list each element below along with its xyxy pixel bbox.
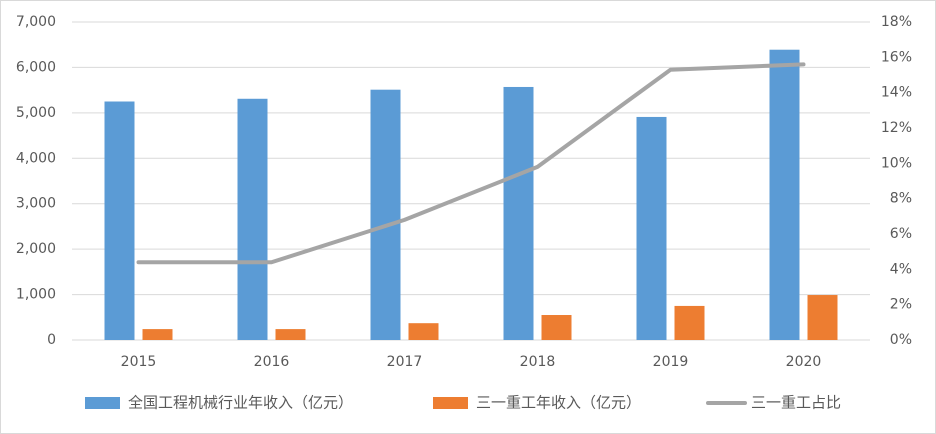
bar [769,49,800,341]
y2-tick-label: 4% [890,261,912,277]
y2-tick-label: 8% [890,191,912,207]
bar [275,329,306,340]
bar [237,98,268,340]
bar [807,295,838,340]
y-tick-label: 4,000 [16,150,56,166]
y2-tick-label: 14% [881,85,912,101]
y2-tick-label: 0% [890,332,912,348]
y2-tick-label: 18% [881,14,912,30]
y2-tick-label: 10% [881,155,912,171]
y-tick-label: 5,000 [16,105,56,121]
bar [104,101,135,340]
x-tick-label: 2020 [786,354,822,370]
bar [636,116,667,341]
x-tick-label: 2015 [121,354,157,370]
y-tick-label: 3,000 [16,196,56,212]
y-tick-label: 7,000 [16,14,56,30]
legend-label: 全国工程机械行业年收入（亿元） [128,394,353,412]
y2-tick-label: 12% [881,120,912,136]
y-tick-label: 0 [47,332,56,348]
y-tick-label: 1,000 [16,287,56,303]
bar [541,315,572,340]
bar [408,323,439,340]
bar [142,329,173,340]
y2-tick-label: 2% [890,297,912,313]
bar [503,86,534,340]
x-tick-label: 2019 [653,354,689,370]
y-tick-label: 6,000 [16,59,56,75]
bar [370,89,401,340]
bar [674,305,705,340]
x-tick-label: 2018 [520,354,556,370]
x-tick-label: 2016 [254,354,290,370]
y-tick-label: 2,000 [16,241,56,257]
y2-tick-label: 16% [881,49,912,65]
legend-label: 三一重工年收入（亿元） [476,394,641,412]
x-tick-label: 2017 [387,354,423,370]
legend-swatch [85,397,120,409]
legend-swatch [433,397,468,409]
y2-tick-label: 6% [890,226,912,242]
line [136,62,806,265]
legend-label: 三一重工占比 [751,394,841,412]
